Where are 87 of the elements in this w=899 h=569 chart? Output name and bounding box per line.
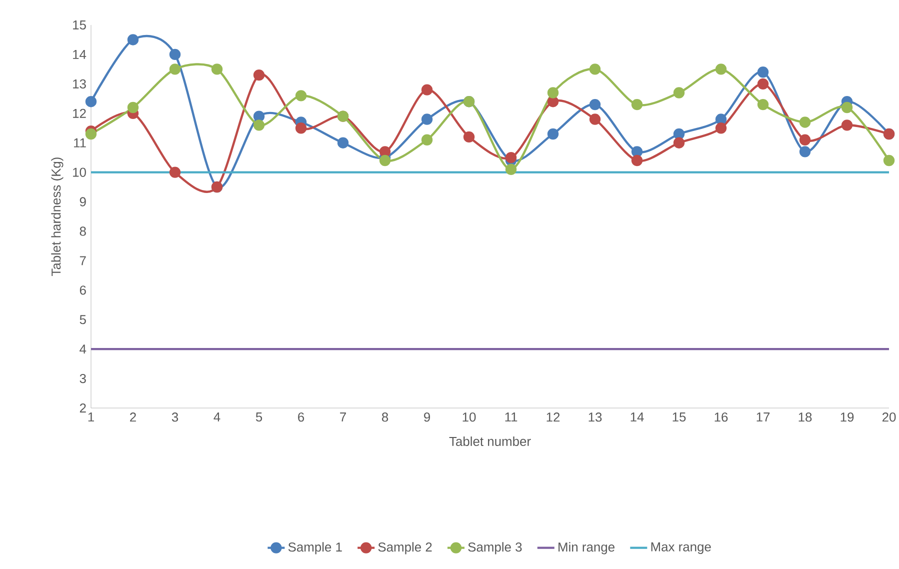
point	[295, 122, 307, 134]
point	[841, 120, 853, 131]
x-tick-label: 20	[882, 412, 896, 422]
y-tick-label: 7	[80, 256, 86, 266]
point	[127, 34, 139, 46]
point	[127, 102, 139, 114]
point	[253, 120, 265, 131]
point	[631, 154, 643, 166]
x-tick-label: 13	[588, 412, 602, 422]
point	[757, 78, 769, 90]
x-tick-label: 11	[505, 412, 518, 422]
point	[673, 128, 685, 140]
point	[673, 137, 685, 148]
x-tick-label: 4	[214, 412, 220, 422]
point	[715, 114, 727, 125]
point	[547, 128, 559, 140]
point	[421, 134, 433, 146]
x-tick-label: 7	[340, 412, 346, 422]
point	[379, 146, 391, 158]
legend-label: Max range	[651, 542, 711, 554]
point	[253, 110, 265, 122]
point	[589, 98, 601, 110]
y-tick-label: 5	[80, 315, 86, 324]
point	[631, 146, 643, 158]
x-tick-label: 1	[88, 412, 94, 422]
y-tick-label: 4	[80, 344, 86, 354]
y-tick-label: 2	[80, 403, 86, 413]
x-tick-label: 2	[130, 412, 136, 422]
y-tick-label: 8	[80, 226, 86, 236]
x-tick-label: 5	[256, 412, 262, 422]
x-axis-title: Tablet number	[449, 436, 531, 446]
point	[631, 98, 643, 110]
y-tick-label: 12	[73, 108, 86, 118]
point	[799, 116, 811, 128]
point	[337, 137, 349, 148]
legend-label: Sample 3	[468, 542, 522, 554]
x-tick-label: 16	[714, 412, 728, 422]
x-tick-label: 8	[382, 412, 388, 422]
x-tick-label: 19	[840, 412, 854, 422]
y-tick-label: 15	[73, 20, 86, 30]
x-tick-label: 3	[172, 412, 178, 422]
y-axis-title: Tablet hardness (Kg)	[51, 158, 64, 276]
point	[505, 164, 517, 175]
point	[589, 114, 601, 125]
point	[211, 64, 223, 75]
y-tick-label: 3	[80, 374, 86, 384]
x-tick-label: 18	[798, 412, 812, 422]
y-tick-label: 10	[73, 168, 86, 177]
x-tick-label: 10	[462, 412, 476, 422]
x-tick-label: 12	[546, 412, 560, 422]
point	[757, 66, 769, 78]
point	[421, 114, 433, 125]
point	[253, 69, 265, 81]
point	[169, 64, 181, 75]
point	[757, 98, 769, 110]
y-tick-label: 14	[73, 50, 86, 59]
point	[295, 90, 307, 102]
y-tick-label: 9	[80, 197, 86, 206]
point	[505, 152, 517, 164]
point	[799, 134, 811, 146]
point	[85, 96, 97, 108]
point	[547, 96, 559, 108]
point	[547, 87, 559, 98]
point	[421, 84, 433, 96]
x-tick-label: 14	[630, 412, 644, 422]
y-tick-label: 11	[74, 138, 86, 148]
point	[85, 128, 97, 140]
point	[883, 154, 895, 166]
legend-label: Sample 1	[288, 542, 342, 554]
point	[841, 102, 853, 114]
point	[715, 122, 727, 134]
y-tick-label: 13	[73, 79, 86, 89]
point	[463, 131, 475, 143]
point	[169, 166, 181, 178]
point	[715, 64, 727, 75]
point	[673, 87, 685, 98]
legend-label: Min range	[558, 542, 614, 554]
point	[589, 64, 601, 75]
legend-label: Sample 2	[378, 542, 432, 554]
x-tick-label: 6	[298, 412, 304, 422]
x-tick-label: 9	[424, 412, 430, 422]
point	[379, 154, 391, 166]
point	[799, 146, 811, 158]
x-tick-label: 17	[756, 412, 770, 422]
x-tick-label: 15	[672, 412, 686, 422]
point	[169, 48, 181, 60]
y-tick-label: 6	[80, 286, 86, 295]
